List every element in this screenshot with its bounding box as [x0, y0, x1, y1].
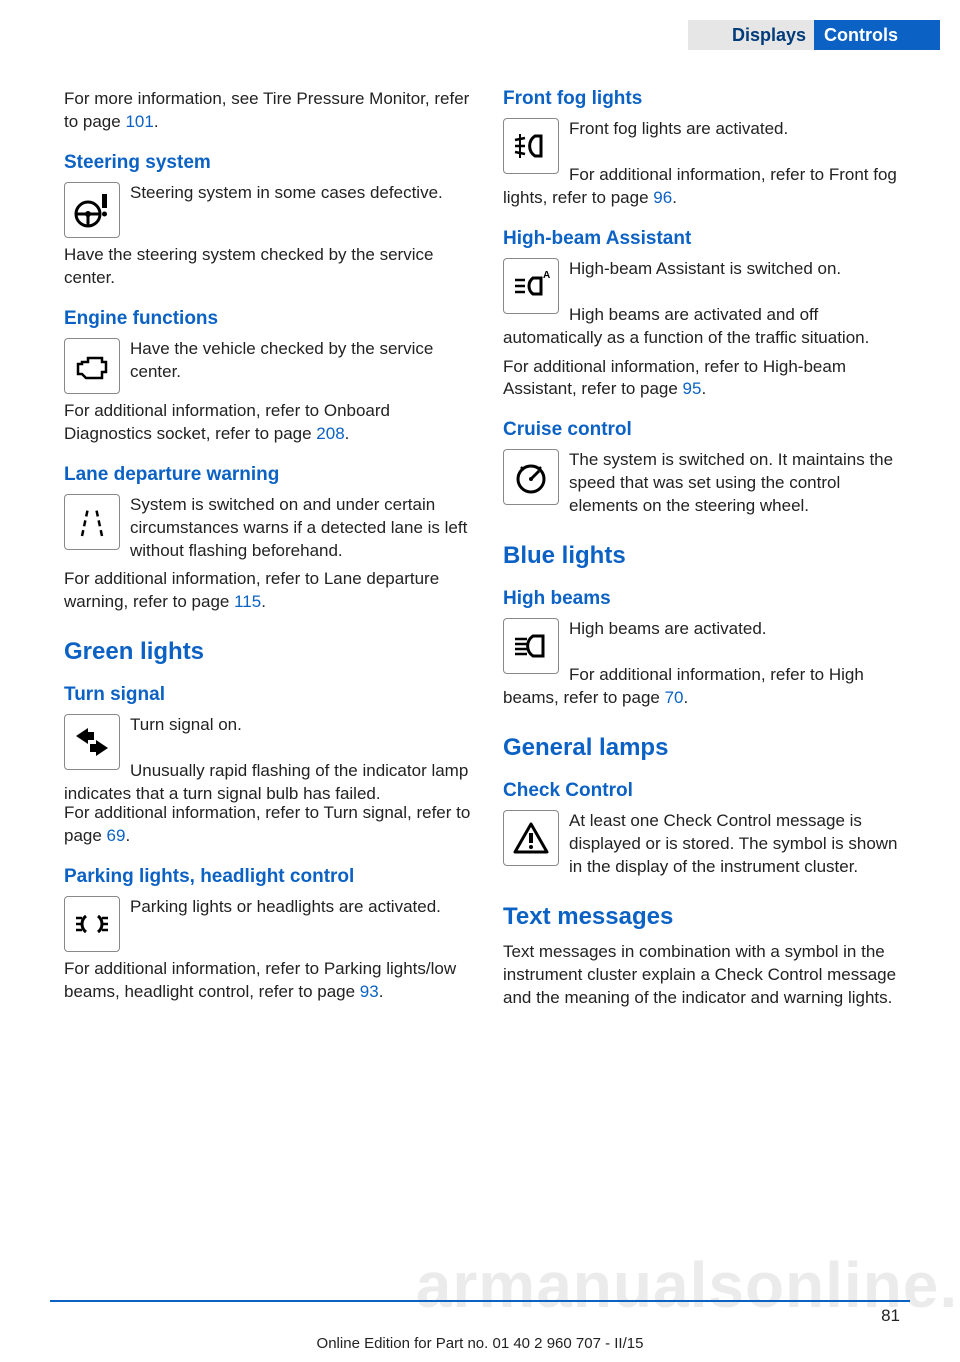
park-text-2: For additional information, refer to Par… — [64, 958, 471, 1004]
turn-text-1: Turn signal on. Unusually rapid flashing… — [64, 714, 471, 806]
fog-block: Front fog lights are activated. For addi… — [503, 118, 910, 210]
footer-edition: Online Edition for Part no. 01 40 2 960 … — [0, 1335, 960, 1352]
lane-departure-icon — [64, 494, 120, 550]
text: . — [379, 982, 384, 1001]
text: . — [125, 826, 130, 845]
text: . — [701, 379, 706, 398]
hb-text: High beams are activated. For additional… — [503, 618, 910, 710]
text: For additional information, refer to Hig… — [503, 357, 846, 399]
heading-check-control: Check Control — [503, 780, 910, 802]
hba-block: A High-beam Assistant is switched on. Hi… — [503, 258, 910, 350]
heading-turn-signal: Turn signal — [64, 684, 471, 706]
text: For additional information, refer to Par… — [64, 959, 456, 1001]
lane-block: System is switched on and under certain … — [64, 494, 471, 563]
text-messages-body: Text messages in combination with a symb… — [503, 941, 910, 1010]
lane-text-2: For additional information, refer to Lan… — [64, 568, 471, 614]
engine-text-2: For additional information, refer to Onb… — [64, 400, 471, 446]
steering-text-2: Have the steering system checked by the … — [64, 244, 471, 290]
header-section-displays: Displays — [688, 20, 814, 50]
text: . — [261, 592, 266, 611]
lane-text: System is switched on and under certain … — [64, 494, 471, 563]
fog-text: Front fog lights are activated. For addi… — [503, 118, 910, 210]
cruise-text: The system is switched on. It maintains … — [503, 449, 910, 518]
park-text: Parking lights or headlights are activat… — [64, 896, 471, 919]
text: . — [345, 424, 350, 443]
high-beams-icon — [503, 618, 559, 674]
engine-text: Have the vehicle checked by the service … — [64, 338, 471, 384]
watermark-text: armanualsonline.info — [416, 1248, 960, 1322]
warning-triangle-icon — [503, 810, 559, 866]
heading-steering-system: Steering system — [64, 152, 471, 174]
heading-high-beam-assist: High-beam Assistant — [503, 228, 910, 250]
header-bar: Displays Controls — [0, 0, 960, 58]
park-block: Parking lights or headlights are activat… — [64, 896, 471, 952]
high-beam-assistant-icon: A — [503, 258, 559, 314]
heading-high-beams: High beams — [503, 588, 910, 610]
steering-text: Steering system in some cases defective. — [64, 182, 471, 205]
heading-front-fog: Front fog lights — [503, 88, 910, 110]
heading-green-lights: Green lights — [64, 638, 471, 666]
text: Front fog lights are activated. — [569, 119, 788, 138]
engine-block: Have the vehicle checked by the service … — [64, 338, 471, 394]
turn-text-3: For additional information, refer to Tur… — [64, 802, 471, 848]
heading-lane-departure: Lane departure warning — [64, 464, 471, 486]
page-link-96[interactable]: 96 — [653, 188, 672, 207]
heading-text-messages: Text messages — [503, 903, 910, 931]
cruise-control-icon — [503, 449, 559, 505]
hba-text-3: For additional information, refer to Hig… — [503, 356, 910, 402]
page-link-208[interactable]: 208 — [316, 424, 344, 443]
manual-page: Displays Controls For more information, … — [0, 0, 960, 1362]
steering-block: Steering system in some cases defective. — [64, 182, 471, 238]
page-link-70[interactable]: 70 — [665, 688, 684, 707]
text: For additional information, refer to Fro… — [503, 165, 897, 207]
text: Turn signal on. — [130, 715, 242, 734]
cc-text: At least one Check Control message is di… — [503, 810, 910, 879]
text: . — [684, 688, 689, 707]
header-section-controls: Controls — [814, 20, 940, 50]
heading-general-lamps: General lamps — [503, 734, 910, 762]
text: Unusually rapid flashing of the indicato… — [64, 761, 468, 803]
heading-blue-lights: Blue lights — [503, 542, 910, 570]
turn-block: Turn signal on. Unusually rapid flashing… — [64, 714, 471, 806]
text: High beams are activated. — [569, 619, 767, 638]
engine-icon — [64, 338, 120, 394]
parking-lights-icon — [64, 896, 120, 952]
page-number: 81 — [881, 1306, 900, 1326]
text: . — [154, 112, 159, 131]
page-link-69[interactable]: 69 — [107, 826, 126, 845]
svg-text:A: A — [543, 270, 550, 281]
page-link-115[interactable]: 115 — [234, 592, 261, 611]
page-link-101[interactable]: 101 — [125, 112, 153, 131]
footer-divider — [50, 1300, 910, 1302]
left-column: For more information, see Tire Pressure … — [64, 88, 471, 1024]
text: High-beam Assistant is switched on. — [569, 259, 841, 278]
heading-engine-functions: Engine functions — [64, 308, 471, 330]
content-columns: For more information, see Tire Pressure … — [0, 58, 960, 1024]
hb-block: High beams are activated. For additional… — [503, 618, 910, 710]
cruise-block: The system is switched on. It maintains … — [503, 449, 910, 518]
heading-cruise-control: Cruise control — [503, 419, 910, 441]
cc-block: At least one Check Control message is di… — [503, 810, 910, 879]
text: . — [672, 188, 677, 207]
heading-parking-lights: Parking lights, headlight control — [64, 866, 471, 888]
tpm-intro: For more information, see Tire Pressure … — [64, 88, 471, 134]
front-fog-lights-icon — [503, 118, 559, 174]
page-link-93[interactable]: 93 — [360, 982, 379, 1001]
steering-wheel-warning-icon — [64, 182, 120, 238]
hba-text: High-beam Assistant is switched on. High… — [503, 258, 910, 350]
right-column: Front fog lights Front fog lights are ac… — [503, 88, 910, 1024]
turn-signal-icon — [64, 714, 120, 770]
page-link-95[interactable]: 95 — [683, 379, 702, 398]
